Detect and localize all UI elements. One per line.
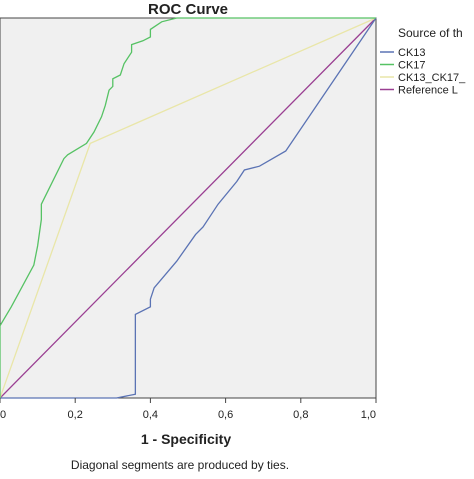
legend-label-ck13: CK13 xyxy=(398,47,426,59)
x-ticks: 0 0,2 0,4 0,6 0,8 1,0 xyxy=(0,398,377,421)
series-layer xyxy=(0,17,377,399)
x-tick-label: 0,6 xyxy=(218,409,233,421)
legend-label-reference-l: Reference L xyxy=(398,85,458,97)
series-line-ck17 xyxy=(0,17,376,398)
chart-title: ROC Curve xyxy=(148,1,228,18)
series-line-ck13 xyxy=(0,17,377,399)
x-tick-label: 0,4 xyxy=(143,409,158,421)
series-line-reference-l xyxy=(0,17,377,399)
x-tick-label: 0 xyxy=(0,409,6,421)
x-tick-label: 0,2 xyxy=(68,409,83,421)
x-tick-label: 0,8 xyxy=(293,409,308,421)
x-tick-label: 1,0 xyxy=(361,409,376,421)
legend-label-ck13-ck17: CK13_CK17_ xyxy=(398,72,466,84)
legend-title: Source of th xyxy=(398,26,463,40)
series-line-ck13-ck17 xyxy=(0,17,377,399)
x-axis-label: 1 - Specificity xyxy=(141,431,231,447)
footnote: Diagonal segments are produced by ties. xyxy=(71,458,289,472)
legend-label-ck17: CK17 xyxy=(398,60,426,72)
